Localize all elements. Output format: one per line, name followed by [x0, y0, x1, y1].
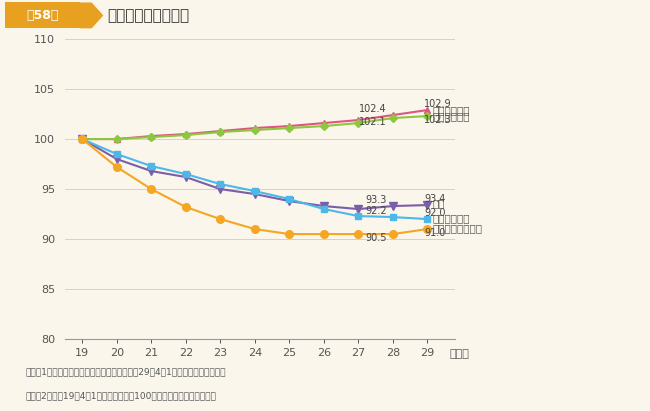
- Text: 102.3: 102.3: [424, 115, 452, 125]
- Text: 地方公務員数の推移: 地方公務員数の推移: [107, 8, 189, 23]
- Text: 93.3: 93.3: [365, 195, 387, 205]
- Text: 総計: 総計: [432, 199, 445, 208]
- Text: 第58図: 第58図: [27, 9, 58, 22]
- Text: 102.1: 102.1: [359, 117, 387, 127]
- Text: 教育関係職員: 教育関係職員: [432, 213, 470, 223]
- Text: 2　平成19年4月1日現在の人数を100とした場合の指数である。: 2 平成19年4月1日現在の人数を100とした場合の指数である。: [26, 392, 217, 401]
- Text: （年）: （年）: [450, 349, 470, 359]
- Text: 93.4: 93.4: [424, 194, 445, 204]
- Text: 102.4: 102.4: [359, 104, 387, 113]
- Text: 92.0: 92.0: [424, 208, 445, 218]
- FancyBboxPatch shape: [5, 2, 80, 28]
- Text: 92.2: 92.2: [365, 206, 387, 216]
- Text: 一般行政関係職員: 一般行政関係職員: [432, 223, 482, 233]
- Text: 90.5: 90.5: [365, 233, 387, 242]
- Text: 91.0: 91.0: [424, 228, 445, 238]
- Text: （注）1　「地方公務員給与実態調査」（平成29年4月1日現在）により算出。: （注）1 「地方公務員給与実態調査」（平成29年4月1日現在）により算出。: [26, 367, 226, 376]
- FancyArrow shape: [80, 2, 103, 28]
- Text: 消防関係職員: 消防関係職員: [432, 111, 470, 121]
- Text: 102.9: 102.9: [424, 99, 452, 109]
- Text: 警察関係職員: 警察関係職員: [432, 105, 470, 115]
